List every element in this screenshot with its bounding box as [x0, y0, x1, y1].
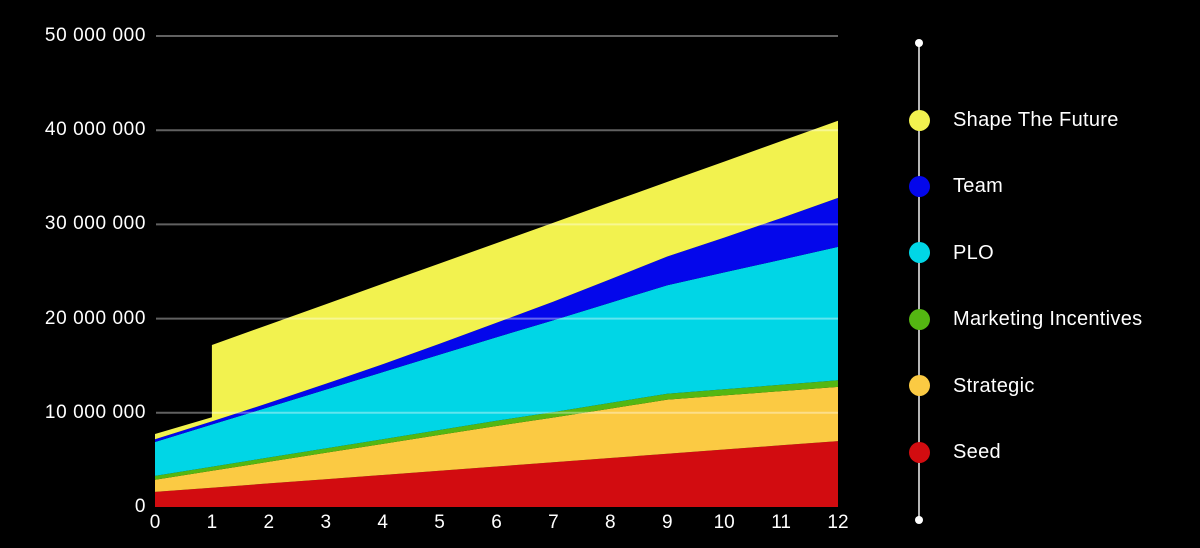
y-axis-tick-label: 20 000 000	[44, 307, 146, 329]
x-axis-tick-label: 6	[491, 512, 502, 533]
y-axis-tick-label: 50 000 000	[44, 25, 146, 46]
x-axis-tick-label: 8	[605, 512, 616, 533]
x-axis-tick-label: 10	[713, 512, 735, 533]
x-axis-tick-label: 7	[548, 512, 559, 533]
area-plo	[155, 246, 838, 476]
x-axis-tick-label: 12	[827, 512, 849, 533]
area-seed	[155, 441, 838, 507]
area-strategic	[155, 386, 838, 492]
y-axis-tick-label: 10 000 000	[44, 401, 146, 423]
x-axis-tick-label: 0	[149, 512, 161, 533]
y-axis-tick-label: 30 000 000	[44, 213, 146, 235]
y-axis-tick-label: 40 000 000	[44, 119, 146, 141]
y-axis-tick-label: 0	[134, 496, 146, 517]
x-axis-tick-label: 9	[661, 512, 673, 533]
x-axis-tick-label: 11	[771, 512, 791, 533]
area-marketing-incentives	[155, 380, 838, 480]
x-axis-tick-label: 2	[263, 512, 275, 533]
area-team	[155, 197, 838, 442]
x-axis-tick-label: 3	[320, 512, 332, 533]
x-axis-tick-label: 4	[377, 512, 388, 533]
x-axis-tick-label: 1	[206, 512, 218, 533]
x-axis-tick-label: 5	[434, 512, 445, 533]
area-shape-the-future	[155, 120, 838, 440]
